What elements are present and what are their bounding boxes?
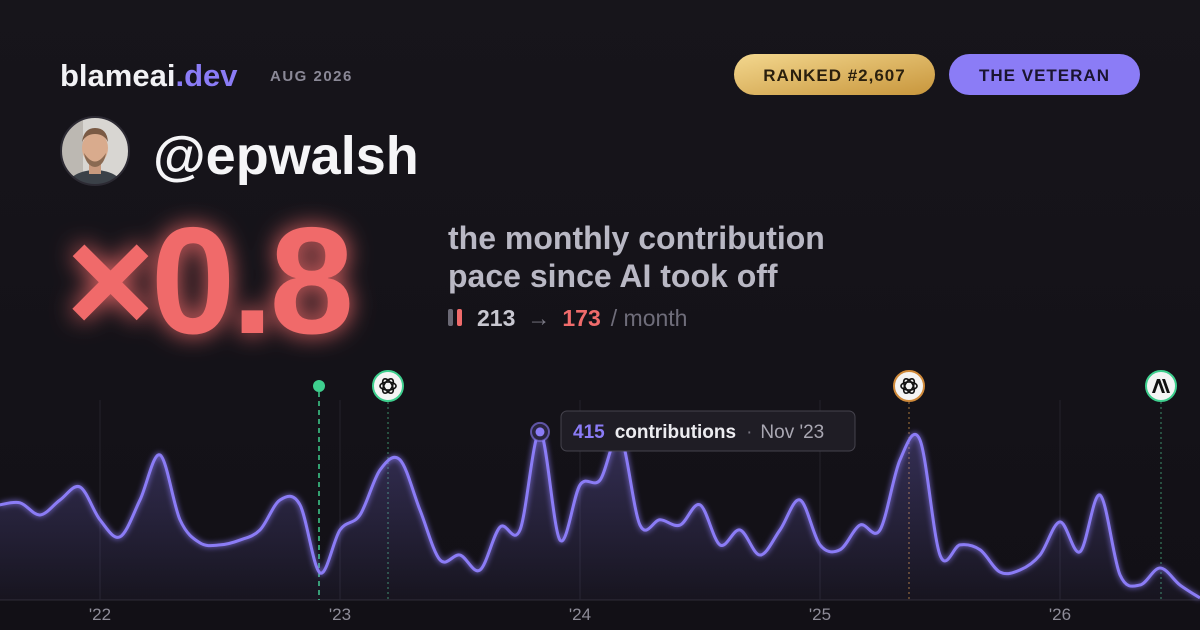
brand-tld: .dev: [175, 58, 238, 93]
pace-unit: / month: [611, 305, 688, 331]
area-fill: [0, 431, 1200, 600]
tooltip-text: 415 contributions · Nov '23: [573, 422, 824, 443]
x-tick-label: '25: [809, 605, 831, 624]
x-tick-label: '23: [329, 605, 351, 624]
line: [0, 430, 1200, 600]
event-icons: [372, 370, 1177, 402]
brand-name: blameai: [60, 58, 175, 93]
openai-icon: [893, 370, 925, 402]
tier-badge: [949, 54, 1140, 95]
rank-badge: [734, 54, 935, 95]
tooltip-separator: ·: [746, 422, 752, 443]
plot: [0, 421, 1200, 600]
pace: 213 → 173 / month: [477, 305, 687, 331]
tier-badge-text: THE VETERAN: [979, 66, 1110, 85]
pace-before: 213: [477, 305, 515, 331]
tooltip-label: contributions: [615, 422, 736, 443]
pace-icon: [457, 309, 462, 326]
tooltip-value: 415: [573, 422, 605, 443]
tooltip-date: Nov '23: [760, 422, 824, 443]
tooltip-box: [560, 410, 856, 452]
anthropic-icon: [1145, 370, 1177, 402]
description-line: the monthly contribution: [448, 220, 825, 256]
x-tick-label: '22: [89, 605, 111, 624]
tooltip: 415 contributions · Nov '23: [560, 410, 856, 452]
event-dot: [313, 380, 325, 392]
multiplier: ×0.8: [66, 196, 350, 366]
period: AUG 2026: [270, 68, 353, 85]
pace-arrow: →: [527, 305, 550, 331]
handle: @epwalsh: [153, 126, 419, 186]
brand: blameai.dev: [60, 58, 238, 93]
avatar-ring: [60, 116, 130, 186]
rank-badge-text: RANKED #2,607: [763, 66, 905, 85]
pace-after: 173: [562, 305, 600, 331]
x-tick-label: '24: [569, 605, 591, 624]
openai-icon: [372, 370, 404, 402]
x-tick-label: '26: [1049, 605, 1071, 624]
highlight-dot: [535, 427, 545, 437]
description-line: pace since AI took off: [448, 258, 778, 294]
pace-icon: [448, 309, 453, 326]
